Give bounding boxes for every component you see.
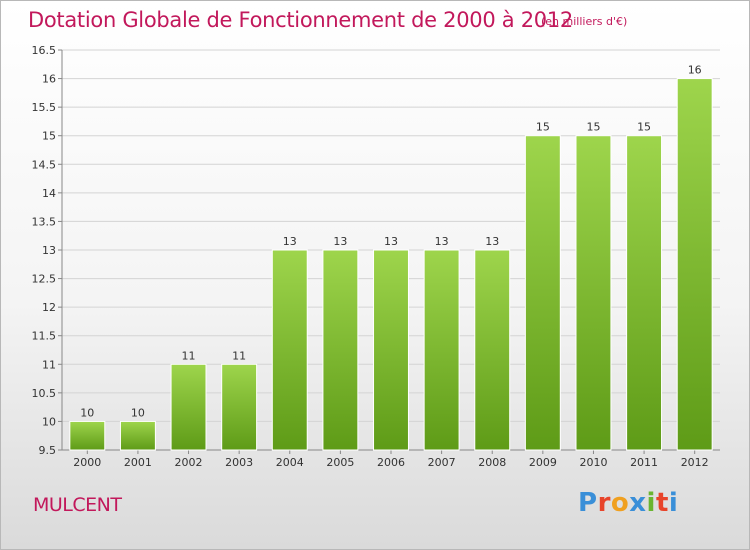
- y-tick-label: 13: [42, 244, 56, 257]
- bar-value-label: 13: [283, 235, 297, 248]
- bar-value-label: 10: [80, 406, 94, 419]
- bars: [69, 78, 713, 451]
- x-tick-label: 2007: [428, 456, 456, 469]
- x-tick-label: 2010: [579, 456, 607, 469]
- logo-letter: o: [610, 488, 630, 518]
- x-tick-label: 2009: [529, 456, 557, 469]
- bar-value-label: 13: [485, 235, 499, 248]
- bar: [170, 363, 207, 451]
- y-tick-label: 11: [42, 358, 56, 371]
- bar: [474, 249, 511, 451]
- y-tick-label: 14.5: [32, 158, 57, 171]
- bar-value-label: 13: [384, 235, 398, 248]
- bar: [322, 249, 359, 451]
- x-tick-label: 2003: [225, 456, 253, 469]
- bar: [626, 135, 663, 451]
- logo-letter: i: [668, 488, 679, 518]
- bar-value-label: 15: [637, 121, 651, 134]
- logo-letter: x: [629, 488, 647, 518]
- x-tick-label: 2001: [124, 456, 152, 469]
- y-tick-label: 9.5: [39, 444, 57, 457]
- bar-value-label: 16: [688, 64, 702, 77]
- logo-letter: r: [597, 488, 611, 518]
- bar-value-label: 11: [182, 349, 196, 362]
- bar-value-label: 13: [435, 235, 449, 248]
- chart-subtitle: (en milliers d'€): [541, 15, 628, 28]
- y-tick-label: 12: [42, 301, 56, 314]
- bar: [221, 363, 258, 451]
- logo-letter: i: [646, 488, 656, 518]
- bar: [119, 420, 156, 451]
- bar: [575, 135, 612, 451]
- x-tick-label: 2000: [73, 456, 101, 469]
- bar: [423, 249, 460, 451]
- x-tick-label: 2008: [478, 456, 506, 469]
- y-tick-label: 10: [42, 415, 56, 428]
- chart-title: Dotation Globale de Fonctionnement de 20…: [28, 8, 573, 32]
- y-tick-label: 16: [42, 73, 56, 86]
- y-tick-label: 11.5: [32, 330, 57, 343]
- y-tick-label: 15.5: [32, 101, 57, 114]
- bar: [676, 78, 713, 451]
- y-tick-label: 15: [42, 130, 56, 143]
- bar-value-label: 15: [586, 121, 600, 134]
- x-tick-label: 2011: [630, 456, 658, 469]
- bar: [524, 135, 561, 451]
- y-tick-label: 14: [42, 187, 56, 200]
- x-tick-label: 2005: [326, 456, 354, 469]
- x-tick-label: 2006: [377, 456, 405, 469]
- bar-value-label: 13: [333, 235, 347, 248]
- x-tick-label: 2004: [276, 456, 304, 469]
- y-tick-label: 16.5: [32, 44, 57, 57]
- logo-letter: P: [578, 488, 598, 518]
- x-tick-label: 2002: [175, 456, 203, 469]
- bar-value-label: 15: [536, 121, 550, 134]
- labels: 9.5 10 10.5 11 11.5 12 12.5 13 13.5 14 14.5 15 15.5 1…: [32, 44, 709, 469]
- y-tick-label: 12.5: [32, 273, 57, 286]
- bar-value-label: 11: [232, 349, 246, 362]
- bar-value-label: 10: [131, 406, 145, 419]
- y-tick-label: 10.5: [32, 387, 57, 400]
- commune-name: MULCENT: [33, 494, 122, 516]
- x-tick-label: 2012: [681, 456, 709, 469]
- bar: [69, 420, 106, 451]
- logo-letter: t: [655, 488, 669, 518]
- bar: [373, 249, 409, 451]
- y-tick-label: 13.5: [32, 215, 57, 228]
- bar: [271, 249, 308, 451]
- proxiti-logo[interactable]: Proxiti: [578, 488, 678, 518]
